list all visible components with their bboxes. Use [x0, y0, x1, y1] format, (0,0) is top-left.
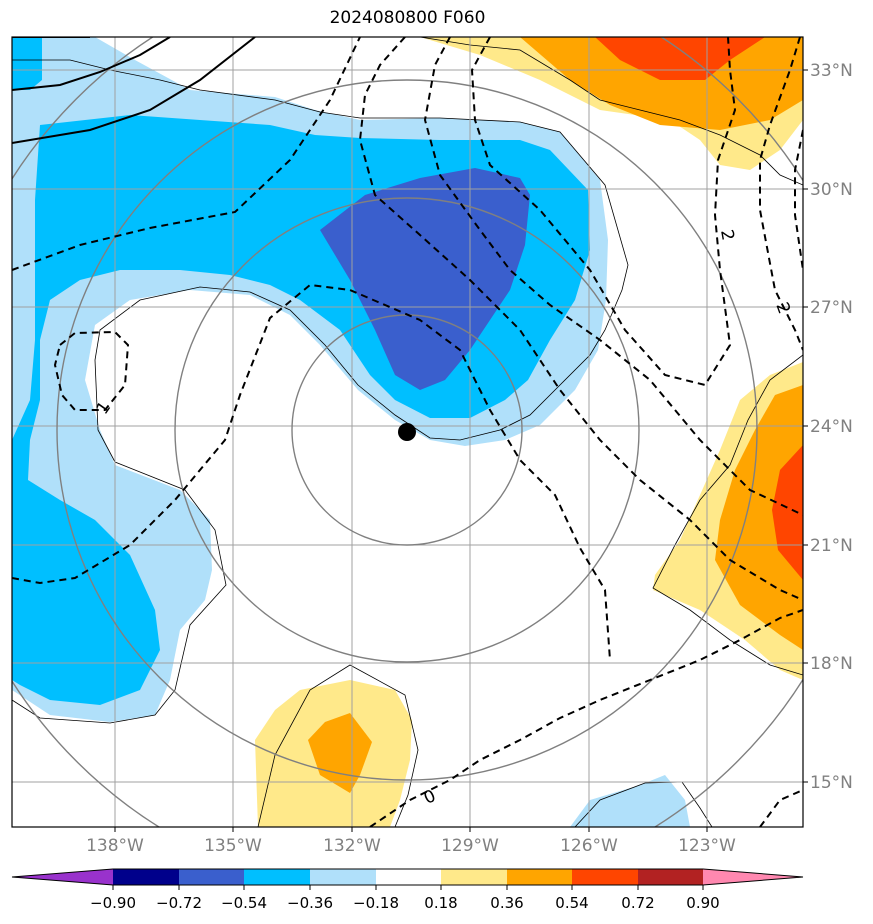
positive-anomaly-south — [255, 680, 412, 827]
axis-ticks — [114, 69, 808, 832]
colorbar-tick-label: 0.72 — [621, 894, 654, 912]
colorbar-segment — [441, 869, 507, 885]
range-rings — [12, 37, 803, 827]
colorbar-tick-label: −0.18 — [353, 894, 399, 912]
lat-label: 33°N — [810, 61, 853, 81]
colorbar-segment — [310, 869, 376, 885]
colorbar-tick-label: −0.36 — [287, 894, 333, 912]
colorbar-tick-label: −0.90 — [90, 894, 136, 912]
latitude-labels: 33°N 30°N 27°N 24°N 21°N 18°N 15°N — [810, 61, 853, 793]
lat-label: 21°N — [810, 536, 853, 556]
colorbar-segment — [572, 869, 638, 885]
positive-anomaly-east — [653, 362, 803, 680]
colorbar-segment — [244, 869, 310, 885]
colorbar-segment — [113, 869, 179, 885]
colorbar-tick-label: 0.54 — [555, 894, 588, 912]
colorbar-tick-label: −0.54 — [221, 894, 267, 912]
colorbar-segment — [179, 869, 244, 885]
colorbar-segment — [12, 869, 113, 885]
graticule — [12, 37, 803, 827]
colorbar-tick-label: 0.18 — [424, 894, 457, 912]
lat-label: 30°N — [810, 180, 853, 200]
lon-label: 129°W — [441, 836, 499, 856]
colorbar-segment — [376, 869, 441, 885]
lat-label: 15°N — [810, 773, 853, 793]
lon-label: 135°W — [204, 836, 262, 856]
lon-label: 126°W — [560, 836, 618, 856]
colorbar-segment — [507, 869, 572, 885]
solid-contours — [12, 37, 256, 144]
colorbar-segment — [703, 869, 803, 885]
lat-label: 18°N — [810, 654, 853, 674]
dashed-contours — [12, 37, 803, 827]
colorbar-tick-label: 0.36 — [490, 894, 523, 912]
map-title: 2024080800 F060 — [329, 8, 486, 28]
colorbar-segment — [638, 869, 703, 885]
contour-label: 2 — [716, 228, 738, 242]
colorbar: −0.90 −0.72 −0.54 −0.36 −0.18 0.18 0.36 … — [11, 868, 804, 912]
lat-label: 27°N — [810, 298, 853, 318]
map-area: 1 2 2 0 — [12, 37, 803, 827]
lon-label: 138°W — [86, 836, 144, 856]
lon-label: 132°W — [323, 836, 381, 856]
lat-label: 24°N — [810, 417, 853, 437]
negative-anomaly-strong — [320, 168, 530, 390]
longitude-labels: 138°W 135°W 132°W 129°W 126°W 123°W — [86, 836, 736, 856]
lon-label: 123°W — [678, 836, 736, 856]
storm-center-marker — [398, 423, 416, 441]
colorbar-tick-label: 0.90 — [686, 894, 719, 912]
colorbar-tick-label: −0.72 — [156, 894, 202, 912]
map-frame — [11, 36, 804, 828]
